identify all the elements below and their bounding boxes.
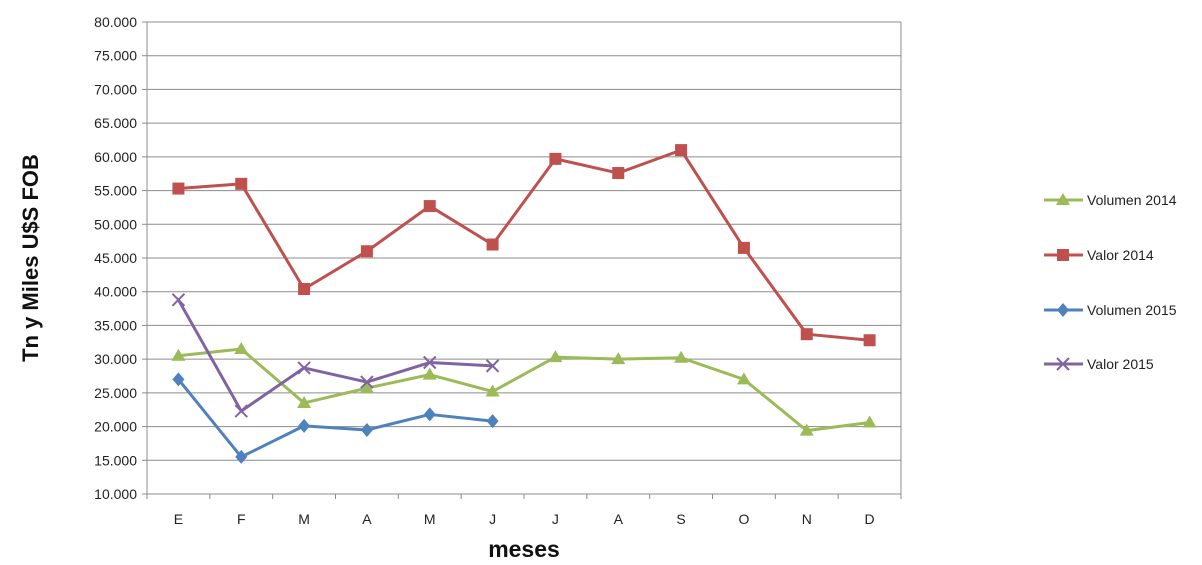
legend-marker [1057,303,1069,317]
data-point-valor-2014 [737,241,750,254]
x-tick-label: J [489,511,496,527]
y-tick-label: 80.000 [94,14,137,30]
data-point-volumen-2015 [360,422,373,437]
data-point-volumen-2015 [172,372,185,387]
series-valor-2015 [171,293,500,418]
data-point-volumen-2014 [359,381,374,394]
y-tick-label: 20.000 [94,419,137,435]
legend-label: Volumen 2015 [1087,302,1177,318]
x-tick-label: S [676,511,685,527]
x-tick-label: A [362,511,372,527]
legend-marker [1056,357,1070,371]
x-tick-label: F [237,511,246,527]
y-tick-label: 25.000 [94,385,137,401]
data-point-valor-2014 [800,328,813,341]
data-point-volumen-2014 [674,350,689,363]
y-axis-tick-labels: 10.000 15.000 20.000 25.000 30.000 35.000 40.0… [94,14,137,502]
y-tick-label: 10.000 [94,486,137,502]
y-tick-label: 50.000 [94,216,137,232]
data-point-valor-2015 [171,293,186,307]
data-point-volumen-2014 [171,348,186,361]
y-tick-label: 70.000 [94,81,137,97]
x-tick-label: D [865,511,875,527]
legend-item-valor-2015: Valor 2015 [1044,356,1154,372]
data-point-volumen-2015 [298,418,311,433]
data-point-valor-2015 [297,361,311,375]
series-volumen-2015 [172,372,499,464]
data-point-valor-2014 [486,238,499,251]
data-point-valor-2015 [485,359,500,373]
y-axis-title: Tn y Miles U$S FOB [18,154,43,362]
legend-label: Volumen 2014 [1087,192,1177,208]
data-point-valor-2014 [360,245,373,258]
data-point-volumen-2014 [736,372,751,385]
data-point-volumen-2014 [611,352,626,365]
data-point-valor-2015 [423,355,437,370]
series-line-volumen-2014 [178,347,870,433]
x-tick-label: N [802,511,812,527]
legend-marker [1056,193,1070,205]
data-point-valor-2014 [549,152,562,165]
data-point-valor-2014 [298,283,311,296]
data-point-volumen-2015 [235,449,248,464]
y-tick-label: 75.000 [94,48,137,64]
y-tick-label: 30.000 [94,351,137,367]
data-point-valor-2014 [423,200,436,213]
y-tick-label: 65.000 [94,115,137,131]
data-point-valor-2014 [172,182,185,195]
legend-label: Valor 2015 [1087,356,1154,372]
x-tick-label: O [738,511,749,527]
data-point-volumen-2014 [862,415,877,428]
data-point-valor-2014 [863,334,876,347]
legend-item-volumen-2015: Volumen 2015 [1044,302,1177,318]
series-line-valor-2015 [177,299,493,413]
data-point-valor-2015 [360,375,374,389]
y-tick-label: 55.000 [94,183,137,199]
legend-item-valor-2014: Valor 2014 [1044,247,1154,263]
y-tick-label: 35.000 [94,317,137,333]
data-point-valor-2015 [234,404,248,418]
data-point-volumen-2014 [297,395,312,408]
gridlines [142,21,902,499]
legend-item-volumen-2014: Volumen 2014 [1044,192,1177,208]
y-tick-label: 45.000 [94,250,137,266]
x-tick-label: M [298,511,310,527]
data-point-volumen-2014 [234,342,249,355]
y-tick-label: 40.000 [94,284,137,300]
y-tick-label: 60.000 [94,149,137,165]
series-lines [171,144,877,464]
y-tick-label: 15.000 [94,452,137,468]
x-tick-label: M [424,511,436,527]
series-volumen-2014 [171,342,877,436]
data-point-valor-2014 [612,167,625,180]
data-point-volumen-2014 [485,384,500,397]
legend-label: Valor 2014 [1087,247,1154,263]
data-point-valor-2014 [675,144,688,157]
x-axis-title: meses [488,536,560,562]
series-line-volumen-2015 [177,378,493,459]
data-point-volumen-2015 [423,407,436,422]
series-line-valor-2014 [178,148,870,342]
x-tick-label: E [174,511,183,527]
x-tick-label: J [552,511,559,527]
legend: Volumen 2014 Valor 2014 Volumen 2015 Valor … [1044,192,1177,372]
data-point-volumen-2015 [486,414,499,429]
series-valor-2014 [172,144,876,347]
x-tick-label: A [614,511,624,527]
data-point-volumen-2014 [548,350,563,363]
data-point-volumen-2014 [422,367,437,380]
legend-marker [1057,249,1069,261]
data-point-volumen-2014 [799,423,814,436]
data-point-valor-2014 [235,177,248,190]
